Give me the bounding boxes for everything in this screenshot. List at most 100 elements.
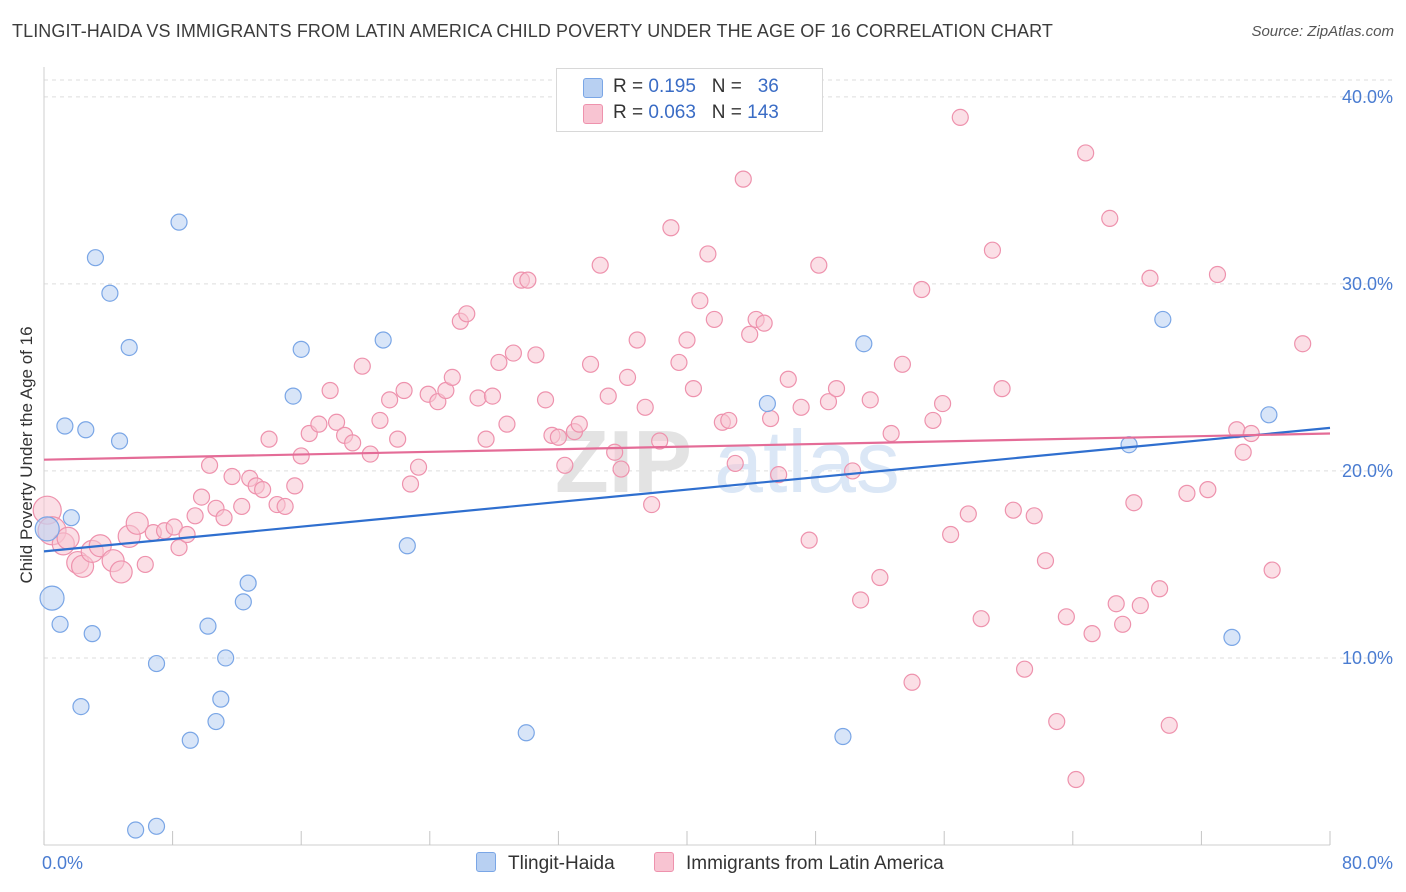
data-point (200, 456, 219, 474)
data-point (284, 387, 302, 405)
y-axis-label: Child Poverty Under the Age of 16 (17, 326, 36, 584)
data-point (286, 477, 304, 495)
data-point (599, 387, 617, 405)
data-point (165, 518, 183, 536)
data-point (1025, 507, 1043, 525)
data-point (527, 346, 545, 364)
data-point (536, 391, 555, 409)
data-point (913, 280, 931, 299)
data-point (1242, 424, 1260, 443)
data-point (39, 585, 65, 611)
data-point (389, 430, 407, 448)
data-point (1263, 561, 1281, 579)
data-point (882, 424, 900, 443)
data-point (792, 398, 810, 416)
data-point (517, 724, 535, 742)
data-point (51, 615, 69, 633)
data-point (321, 381, 339, 400)
data-point (217, 649, 235, 667)
data-point (1057, 608, 1075, 626)
data-point (1260, 406, 1278, 424)
source-credit: Source: ZipAtlas.com (1251, 23, 1394, 40)
data-point (83, 625, 101, 643)
data-point (136, 555, 154, 574)
data-point (147, 817, 166, 835)
data-point (893, 355, 912, 373)
correlation-legend: R = 0.195 N = 36 R = 0.063 N = 143 (556, 68, 823, 132)
data-point (758, 394, 776, 413)
data-point (670, 353, 688, 372)
data-point (207, 712, 225, 731)
data-point (827, 380, 846, 398)
bottom-legend-tlingit-haida: Tlingit-Haida (476, 852, 615, 876)
data-point (1160, 716, 1178, 734)
data-point (972, 610, 990, 628)
n-label: N = (711, 76, 742, 97)
data-point (178, 525, 196, 544)
chart-title: TLINGIT-HAIDA VS IMMIGRANTS FROM LATIN A… (12, 21, 1053, 41)
data-point (1015, 660, 1034, 678)
data-point (344, 434, 362, 452)
pink-swatch (654, 852, 674, 872)
data-point (800, 531, 818, 549)
data-point (678, 331, 696, 349)
data-point (109, 560, 133, 584)
data-point (1107, 595, 1125, 613)
data-point (199, 617, 217, 635)
data-point (924, 411, 942, 430)
data-point (699, 245, 717, 263)
data-point (779, 370, 797, 388)
data-point (192, 488, 211, 506)
watermark-atlas: atlas (714, 412, 900, 511)
data-point (726, 454, 744, 473)
data-point (170, 539, 188, 557)
data-point (398, 537, 416, 555)
data-point (443, 368, 461, 386)
data-point (353, 357, 371, 375)
data-point (734, 170, 752, 188)
data-point (56, 417, 74, 435)
data-point (381, 391, 399, 409)
y-tick-label: 30.0% (1342, 274, 1393, 294)
data-point (755, 314, 773, 332)
data-point (993, 380, 1011, 398)
data-point (292, 340, 310, 358)
data-point (1114, 615, 1132, 633)
data-point (834, 727, 852, 746)
data-point (101, 284, 119, 302)
data-point (819, 393, 838, 411)
data-point (409, 458, 428, 476)
data-point (570, 415, 588, 433)
data-point (1131, 596, 1149, 615)
data-point (933, 394, 952, 413)
data-point (120, 338, 138, 357)
data-point (401, 475, 420, 493)
data-point (662, 219, 680, 237)
data-point (581, 355, 600, 373)
data-point (612, 460, 630, 478)
data-point (1004, 501, 1022, 519)
data-point (490, 353, 508, 372)
data-point (810, 256, 828, 274)
legend-stats: R = 0.195 N = 36 (613, 76, 779, 98)
legend-label: Immigrants from Latin America (686, 853, 944, 874)
data-point (861, 391, 879, 409)
data-point (959, 505, 977, 523)
trendline (43, 426, 1331, 553)
data-point (458, 305, 476, 323)
data-point (170, 213, 188, 231)
data-point (871, 568, 889, 587)
data-point (741, 325, 759, 343)
data-point (181, 731, 199, 749)
data-point (504, 344, 522, 362)
data-point (276, 497, 294, 516)
data-point (1199, 481, 1217, 499)
data-point (260, 430, 278, 448)
data-point (1036, 552, 1055, 570)
data-point (147, 654, 166, 673)
data-point (477, 430, 495, 448)
data-point (1151, 580, 1169, 598)
data-point (1067, 770, 1085, 789)
data-point (395, 381, 413, 400)
y-tick-label: 40.0% (1342, 87, 1393, 107)
